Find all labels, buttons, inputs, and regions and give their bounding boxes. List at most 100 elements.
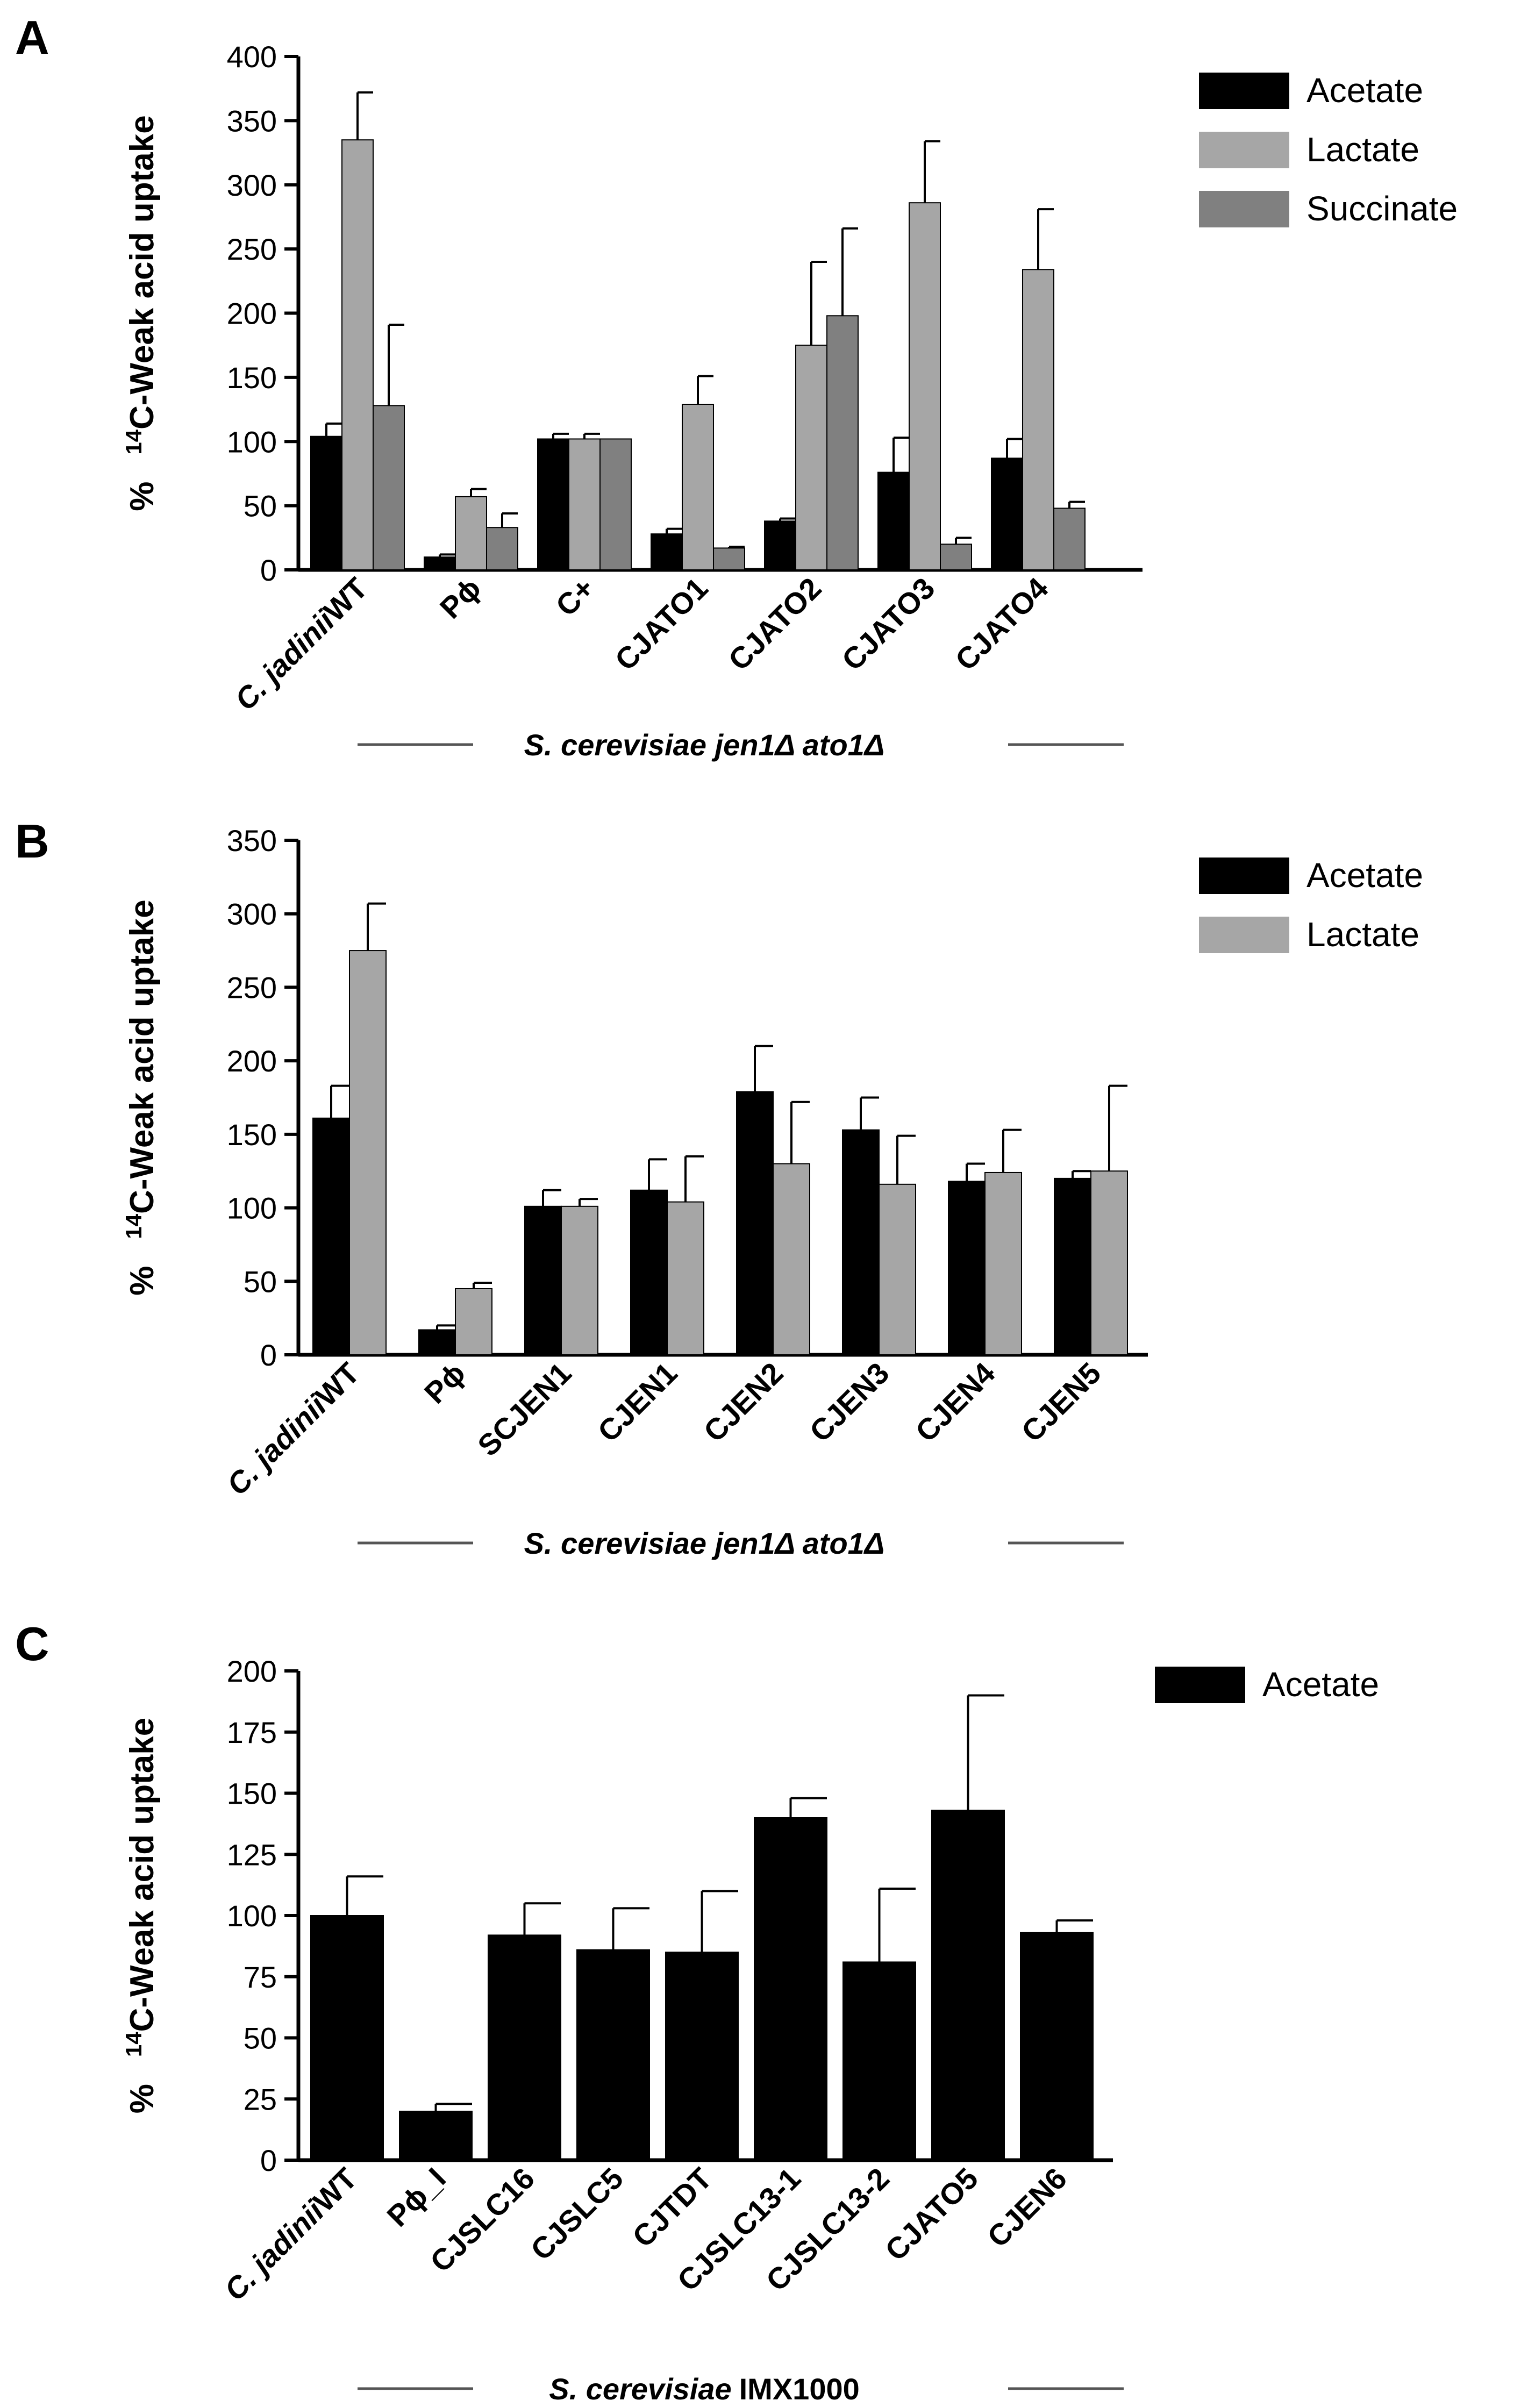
y-axis-title-prefix: % xyxy=(124,2084,161,2113)
bar-c-acetate-5 xyxy=(754,1817,827,2161)
bar-a-succinate-5 xyxy=(940,544,972,570)
y-axis-title-main: C-Weak acid uptake xyxy=(124,899,161,1214)
bar-a-lactate-6 xyxy=(1022,269,1054,570)
legend-label-a-succinate: Succinate xyxy=(1306,189,1458,228)
panel-letter-a: A xyxy=(15,11,49,64)
bar-b-acetate-2 xyxy=(524,1205,562,1356)
y-tick-label-c: 175 xyxy=(227,1716,277,1749)
y-tick-label-c: 200 xyxy=(227,1654,277,1688)
bar-a-lactate-4 xyxy=(795,345,827,570)
y-tick-label-c: 100 xyxy=(227,1899,277,1933)
y-axis-title-sup: 14 xyxy=(121,429,146,454)
bar-b-lactate-0 xyxy=(349,950,387,1355)
y-tick-label-c: 150 xyxy=(227,1777,277,1811)
y-axis-title-prefix: % xyxy=(124,1266,161,1296)
bar-c-acetate-2 xyxy=(488,1934,561,2161)
bar-c-acetate-4 xyxy=(665,1952,739,2161)
bar-a-succinate-4 xyxy=(826,315,859,571)
y-tick-label-c: 0 xyxy=(260,2143,277,2177)
legend-swatch-b-acetate xyxy=(1199,858,1289,894)
y-tick-label-a: 250 xyxy=(227,232,277,266)
y-tick-label-a: 300 xyxy=(227,168,277,202)
legend-swatch-a-succinate xyxy=(1199,191,1289,227)
bar-c-acetate-8 xyxy=(1020,1932,1094,2161)
y-axis-title-prefix: % xyxy=(124,482,161,511)
group-label-plain-c: IMX1000 xyxy=(739,2372,860,2406)
legend-label-b-acetate: Acetate xyxy=(1306,856,1423,895)
bar-a-acetate-3 xyxy=(651,533,683,571)
group-label-text-c: S. cerevisiae IMX1000 xyxy=(549,2372,860,2406)
legend-swatch-c-acetate xyxy=(1155,1667,1245,1703)
bar-c-acetate-1 xyxy=(399,2111,473,2161)
bar-b-lactate-1 xyxy=(455,1288,492,1355)
legend-label-a-lactate: Lactate xyxy=(1306,130,1419,169)
y-tick-label-b: 300 xyxy=(227,897,277,931)
bar-b-acetate-0 xyxy=(312,1117,350,1356)
bar-c-acetate-0 xyxy=(310,1915,384,2161)
bar-b-acetate-5 xyxy=(842,1129,880,1355)
legend-swatch-a-lactate xyxy=(1199,132,1289,168)
y-tick-label-b: 50 xyxy=(244,1264,277,1298)
bar-a-acetate-4 xyxy=(764,520,796,571)
y-tick-label-b: 350 xyxy=(227,824,277,858)
legend-swatch-b-lactate xyxy=(1199,917,1289,953)
bar-a-acetate-2 xyxy=(537,438,569,570)
y-tick-label-a: 400 xyxy=(227,40,277,74)
bar-a-succinate-6 xyxy=(1053,508,1086,571)
y-tick-label-b: 0 xyxy=(260,1338,277,1372)
bar-a-acetate-6 xyxy=(991,458,1023,570)
panel-letter-c: C xyxy=(15,1617,49,1670)
y-axis-title-main: C-Weak acid uptake xyxy=(124,1718,161,2032)
bar-a-acetate-1 xyxy=(424,556,456,570)
bar-a-lactate-0 xyxy=(341,139,374,570)
bar-b-acetate-6 xyxy=(948,1181,986,1355)
y-axis-title-sup: 14 xyxy=(121,2032,146,2057)
bar-a-acetate-0 xyxy=(310,435,342,571)
y-tick-label-c: 50 xyxy=(244,2021,277,2055)
y-tick-label-a: 350 xyxy=(227,104,277,138)
y-tick-label-c: 125 xyxy=(227,1838,277,1871)
bar-b-acetate-1 xyxy=(418,1329,456,1355)
legend-label-b-lactate: Lactate xyxy=(1306,915,1419,954)
y-axis-title-c: % 14C-Weak acid uptake xyxy=(121,1718,161,2113)
group-label-text-a: S. cerevisiae jen1Δ ato1Δ xyxy=(524,728,885,762)
bar-a-lactate-1 xyxy=(455,496,487,570)
bar-b-lactate-2 xyxy=(561,1205,598,1356)
panel-letter-b: B xyxy=(15,814,49,868)
bar-b-acetate-4 xyxy=(736,1091,774,1355)
bar-a-acetate-5 xyxy=(877,471,910,570)
bar-c-acetate-7 xyxy=(931,1810,1005,2161)
y-axis-title-a: % 14C-Weak acid uptake xyxy=(121,115,161,511)
legend-label-c-acetate: Acetate xyxy=(1262,1665,1379,1704)
bar-b-acetate-7 xyxy=(1054,1177,1091,1356)
bar-a-succinate-2 xyxy=(599,438,632,570)
bar-a-succinate-3 xyxy=(713,547,745,570)
bar-b-lactate-5 xyxy=(879,1183,916,1355)
bar-a-succinate-1 xyxy=(486,527,518,571)
y-tick-label-b: 250 xyxy=(227,970,277,1004)
bar-a-lactate-3 xyxy=(682,404,714,570)
group-label-italic-c: S. cerevisiae xyxy=(549,2372,731,2406)
y-tick-label-c: 75 xyxy=(244,1960,277,1994)
y-tick-label-a: 0 xyxy=(260,553,277,587)
y-tick-label-c: 25 xyxy=(244,2082,277,2116)
bar-b-lactate-3 xyxy=(667,1201,704,1355)
y-tick-label-a: 200 xyxy=(227,297,277,331)
y-tick-label-b: 200 xyxy=(227,1044,277,1078)
y-tick-label-b: 100 xyxy=(227,1191,277,1225)
y-axis-title-sup: 14 xyxy=(121,1213,146,1239)
bar-a-lactate-2 xyxy=(568,438,601,570)
group-label-a: S. cerevisiae jen1Δ ato1Δ xyxy=(358,728,1124,762)
y-tick-label-a: 100 xyxy=(227,425,277,459)
y-tick-label-a: 50 xyxy=(244,489,277,523)
y-tick-label-b: 150 xyxy=(227,1118,277,1152)
bar-c-acetate-3 xyxy=(576,1949,650,2161)
y-tick-label-a: 150 xyxy=(227,361,277,395)
group-label-b: S. cerevisiae jen1Δ ato1Δ xyxy=(358,1526,1124,1560)
bar-b-lactate-6 xyxy=(984,1171,1022,1355)
bar-b-lactate-4 xyxy=(773,1163,810,1356)
bar-c-acetate-6 xyxy=(842,1961,916,2161)
bar-b-lactate-7 xyxy=(1090,1170,1128,1356)
bar-a-succinate-0 xyxy=(373,405,405,571)
